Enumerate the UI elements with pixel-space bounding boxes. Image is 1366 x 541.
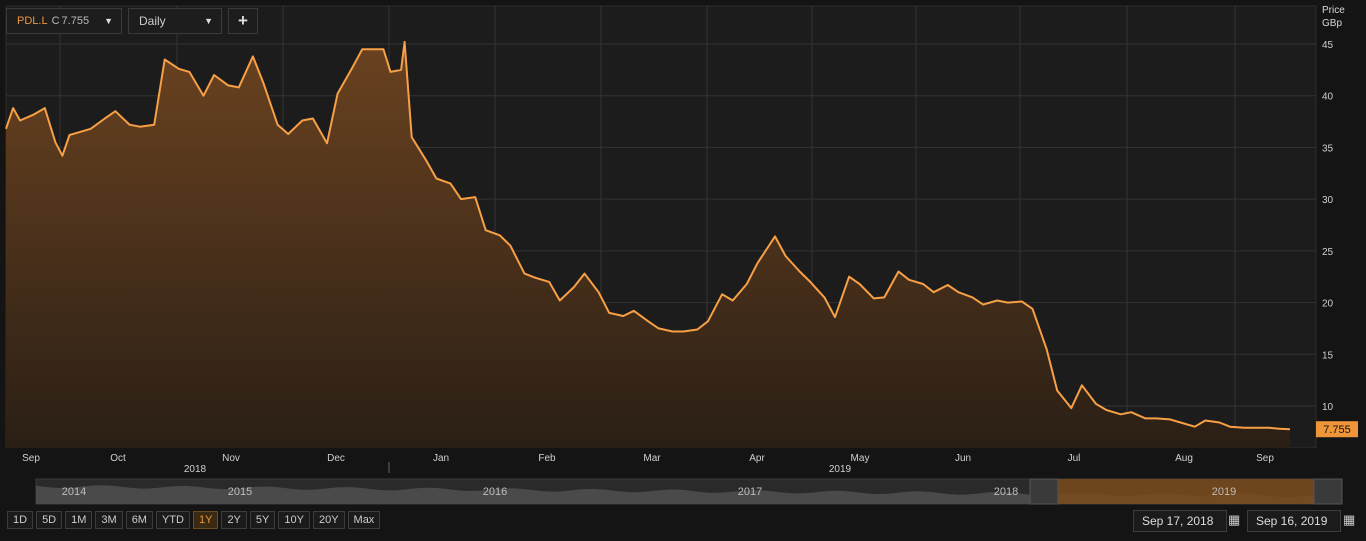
x-month-label: Apr (749, 453, 765, 464)
interval-label: Daily (139, 14, 166, 28)
y-tick-label: 40 (1322, 92, 1334, 103)
y-tick-label: 20 (1322, 299, 1334, 310)
range-button-6m[interactable]: 6M (125, 511, 153, 529)
navigator-selection (1058, 479, 1314, 504)
y-tick-label: 35 (1322, 143, 1334, 154)
symbol-selector[interactable]: PDL.L C 7.755 ▼ (6, 8, 122, 34)
range-button-1y[interactable]: 1Y (192, 511, 219, 529)
x-month-label: Sep (1256, 453, 1274, 464)
navigator-year-label: 2019 (1212, 486, 1236, 498)
chevron-down-icon: ▼ (204, 16, 213, 26)
range-button-5d[interactable]: 5D (36, 511, 63, 529)
y-tick-label: 25 (1322, 247, 1334, 258)
x-month-label: Feb (538, 453, 556, 464)
calendar-icon[interactable]: ▦ (1228, 512, 1241, 527)
symbol-label: PDL.L (17, 15, 48, 27)
last-price-marker (1316, 421, 1358, 438)
navigator-history (36, 485, 1342, 504)
range-button-2y[interactable]: 2Y (221, 511, 247, 529)
chevron-down-icon: ▼ (104, 16, 113, 26)
price-line (5, 40, 1291, 431)
x-month-label: Sep (22, 453, 40, 464)
range-buttons: 1D 5D 1M 3M 6M YTD 1Y 2Y 5Y 10Y 20Y Max (7, 511, 381, 529)
x-month-label: Jun (955, 453, 971, 464)
x-axis-band (6, 448, 1316, 476)
range-button-1d[interactable]: 1D (7, 511, 34, 529)
range-button-20y[interactable]: 20Y (312, 511, 345, 529)
start-date-value: Sep 17, 2018 (1142, 514, 1214, 528)
x-month-label: Jan (433, 453, 449, 464)
navigator-year-label: 2017 (738, 486, 762, 498)
plus-icon: + (238, 11, 248, 30)
navigator-handle-left (1029, 478, 1059, 505)
last-price-label: 7.755 (1323, 424, 1351, 436)
range-button-ytd[interactable]: YTD (155, 511, 190, 529)
start-date-field[interactable]: Sep 17, 2018 (1133, 510, 1227, 532)
x-month-label: Dec (327, 453, 345, 464)
chart-toolbar: PDL.L C 7.755 ▼ Daily ▼ + (6, 8, 258, 36)
interval-selector[interactable]: Daily ▼ (128, 8, 222, 34)
navigator-handle-right (1313, 478, 1343, 505)
series-code: C (51, 15, 60, 27)
range-button-5y[interactable]: 5Y (249, 511, 276, 529)
x-month-label: Nov (222, 453, 240, 464)
range-button-max[interactable]: Max (347, 511, 381, 529)
range-button-10y[interactable]: 10Y (278, 511, 310, 529)
navigator-year-label: 2015 (228, 486, 252, 498)
range-button-3m[interactable]: 3M (95, 511, 123, 529)
end-date-value: Sep 16, 2019 (1256, 514, 1328, 528)
y-axis-label: Price (1322, 5, 1345, 16)
navigator-year-label: 2018 (994, 486, 1018, 498)
end-date-field[interactable]: Sep 16, 2019 (1247, 510, 1341, 532)
x-month-label: Mar (643, 453, 661, 464)
x-month-label: May (851, 453, 870, 464)
y-tick-label: 10 (1322, 402, 1334, 413)
x-month-label: Oct (110, 453, 126, 464)
y-tick-label: 30 (1322, 195, 1334, 206)
x-month-label: Jul (1068, 453, 1081, 464)
x-year-label: 2019 (829, 464, 852, 475)
add-indicator-button[interactable]: + (228, 8, 258, 34)
navigator-year-label: 2014 (62, 486, 86, 498)
y-tick-label: 15 (1322, 350, 1334, 361)
y-axis-unit: GBp (1322, 18, 1343, 29)
range-button-1m[interactable]: 1M (65, 511, 93, 529)
x-month-label: Aug (1175, 453, 1193, 464)
x-year-label: 2018 (184, 464, 207, 475)
y-tick-label: 45 (1322, 40, 1334, 51)
calendar-icon[interactable]: ▦ (1343, 512, 1356, 527)
last-value: 7.755 (61, 15, 90, 27)
navigator-year-label: 2016 (483, 486, 507, 498)
